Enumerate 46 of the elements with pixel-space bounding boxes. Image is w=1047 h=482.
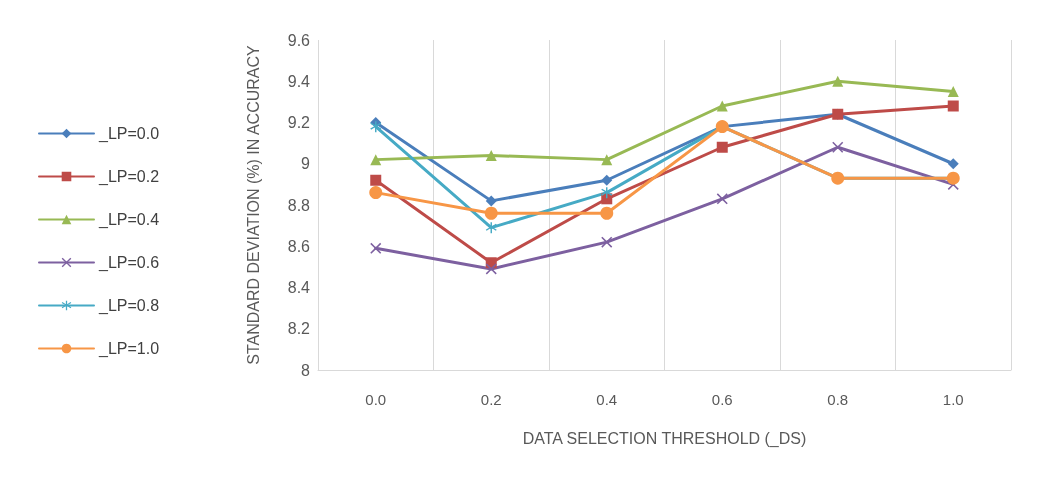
y-tick-label: 8.8 [287, 196, 311, 214]
point [601, 174, 613, 186]
point [832, 141, 844, 153]
legend-label: _LP=0.8 [98, 297, 160, 315]
legend-label: _LP=0.6 [98, 254, 160, 272]
point [601, 187, 613, 199]
x-tick-label: 0.8 [827, 391, 849, 408]
point [485, 195, 497, 207]
point [370, 121, 382, 133]
legend-label: _LP=1.0 [98, 340, 160, 358]
y-tick-label: 8.6 [287, 237, 311, 255]
y-axis-title: STANDARD DEVIATION (%) IN ACCURACY [244, 44, 262, 365]
legend-label: _LP=0.4 [98, 211, 160, 229]
point [370, 174, 382, 186]
x-tick-label: 0.2 [480, 391, 502, 408]
point [484, 206, 498, 220]
point [601, 154, 613, 166]
point [947, 86, 959, 98]
point [716, 100, 728, 112]
point [370, 242, 382, 254]
point [601, 236, 613, 248]
y-tick-label: 9.4 [287, 72, 311, 90]
y-tick-label: 8.2 [287, 320, 311, 338]
point [600, 206, 614, 220]
x-tick-label: 0.6 [711, 391, 733, 408]
point [832, 75, 844, 87]
point [485, 150, 497, 161]
y-tick-label: 9.2 [287, 114, 311, 131]
x-tick-label: 0.0 [365, 391, 387, 408]
y-tick-label: 8.4 [287, 279, 311, 296]
x-axis-title: DATA SELECTION THRESHOLD (_DS) [522, 429, 807, 448]
point [485, 222, 497, 234]
x-tick-label: 0.4 [596, 391, 618, 408]
x-tick-label: 1.0 [942, 391, 964, 408]
y-tick-label: 9.6 [287, 31, 311, 49]
y-tick-label: 9 [301, 155, 311, 173]
point [370, 154, 382, 166]
point [947, 100, 959, 112]
point [716, 141, 728, 153]
legend-label: _LP=0.0 [98, 125, 160, 143]
point [947, 158, 959, 170]
point [716, 193, 728, 205]
y-tick-label: 8 [301, 361, 311, 379]
legend-label: _LP=0.2 [98, 168, 160, 186]
point [485, 263, 497, 275]
point [369, 186, 383, 200]
